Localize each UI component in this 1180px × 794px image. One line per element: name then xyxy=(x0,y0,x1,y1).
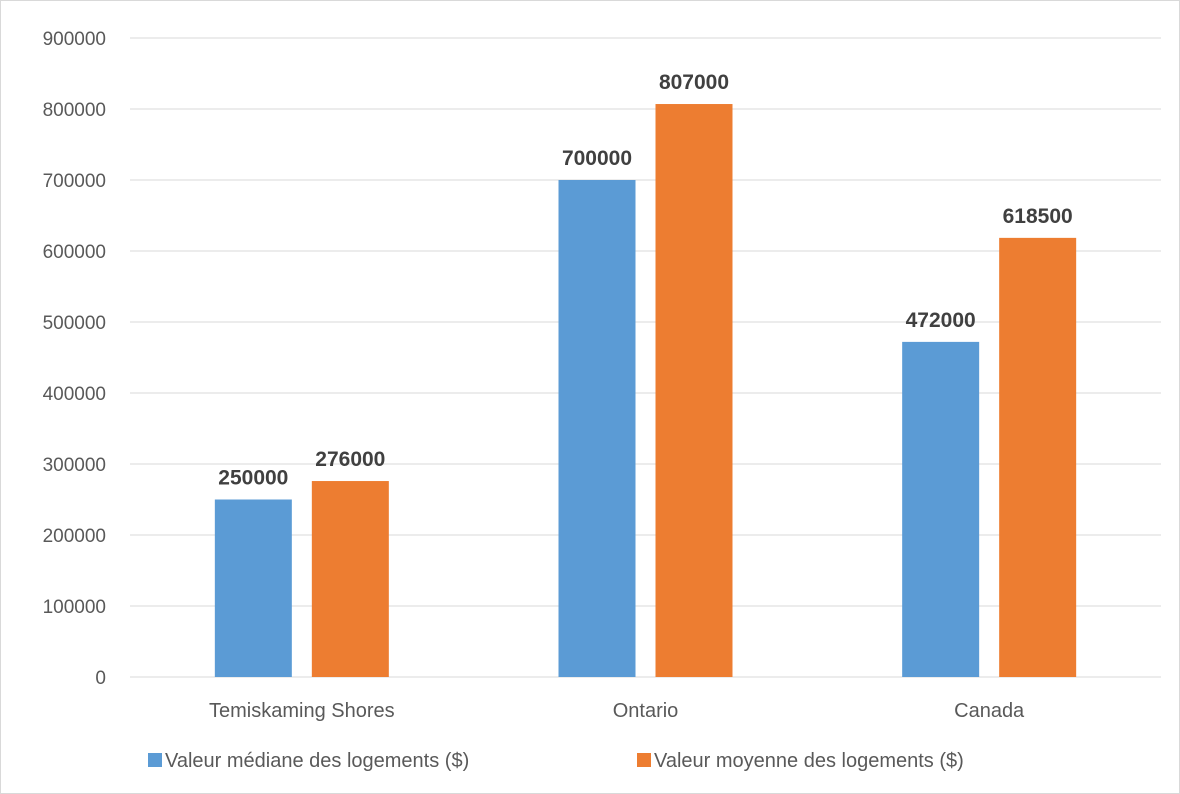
data-label: 700000 xyxy=(562,147,632,170)
data-label: 472000 xyxy=(906,309,976,332)
legend-label: Valeur moyenne des logements ($) xyxy=(654,750,964,772)
bar-median-1 xyxy=(558,180,636,677)
legend: Valeur médiane des logements ($) Valeur m… xyxy=(148,750,964,772)
legend-swatch xyxy=(637,753,651,767)
y-tick-label: 700000 xyxy=(43,171,106,192)
data-label: 807000 xyxy=(659,71,729,94)
x-category-label: Ontario xyxy=(613,700,679,722)
bar-mean-2 xyxy=(999,237,1077,678)
y-tick-label: 300000 xyxy=(43,455,106,476)
y-tick-label: 400000 xyxy=(43,384,106,405)
y-tick-label: 200000 xyxy=(43,526,106,547)
gridlines xyxy=(130,37,1161,678)
y-tick-label: 0 xyxy=(95,668,106,689)
data-labels: 250000 276000 700000 807000 472000 618500 xyxy=(218,71,1072,489)
x-category-label: Canada xyxy=(954,700,1025,722)
x-category-label: Temiskaming Shores xyxy=(209,700,395,722)
data-label: 276000 xyxy=(315,448,385,471)
data-label: 250000 xyxy=(218,467,288,490)
legend-swatch xyxy=(148,753,162,767)
data-label: 618500 xyxy=(1003,205,1073,228)
bar-median-0 xyxy=(214,499,292,677)
x-axis-categories: Temiskaming Shores Ontario Canada xyxy=(209,700,1025,722)
y-axis-ticks: 0 100000 200000 300000 400000 500000 600000 700… xyxy=(43,29,106,689)
y-tick-label: 500000 xyxy=(43,313,106,334)
y-tick-label: 600000 xyxy=(43,242,106,263)
bar-mean-1 xyxy=(655,104,733,677)
y-tick-label: 100000 xyxy=(43,597,106,618)
y-tick-label: 800000 xyxy=(43,100,106,121)
legend-label: Valeur médiane des logements ($) xyxy=(165,750,469,772)
bars xyxy=(214,104,1077,678)
bar-mean-0 xyxy=(311,481,389,677)
y-tick-label: 900000 xyxy=(43,29,106,50)
bar-median-2 xyxy=(902,341,980,677)
